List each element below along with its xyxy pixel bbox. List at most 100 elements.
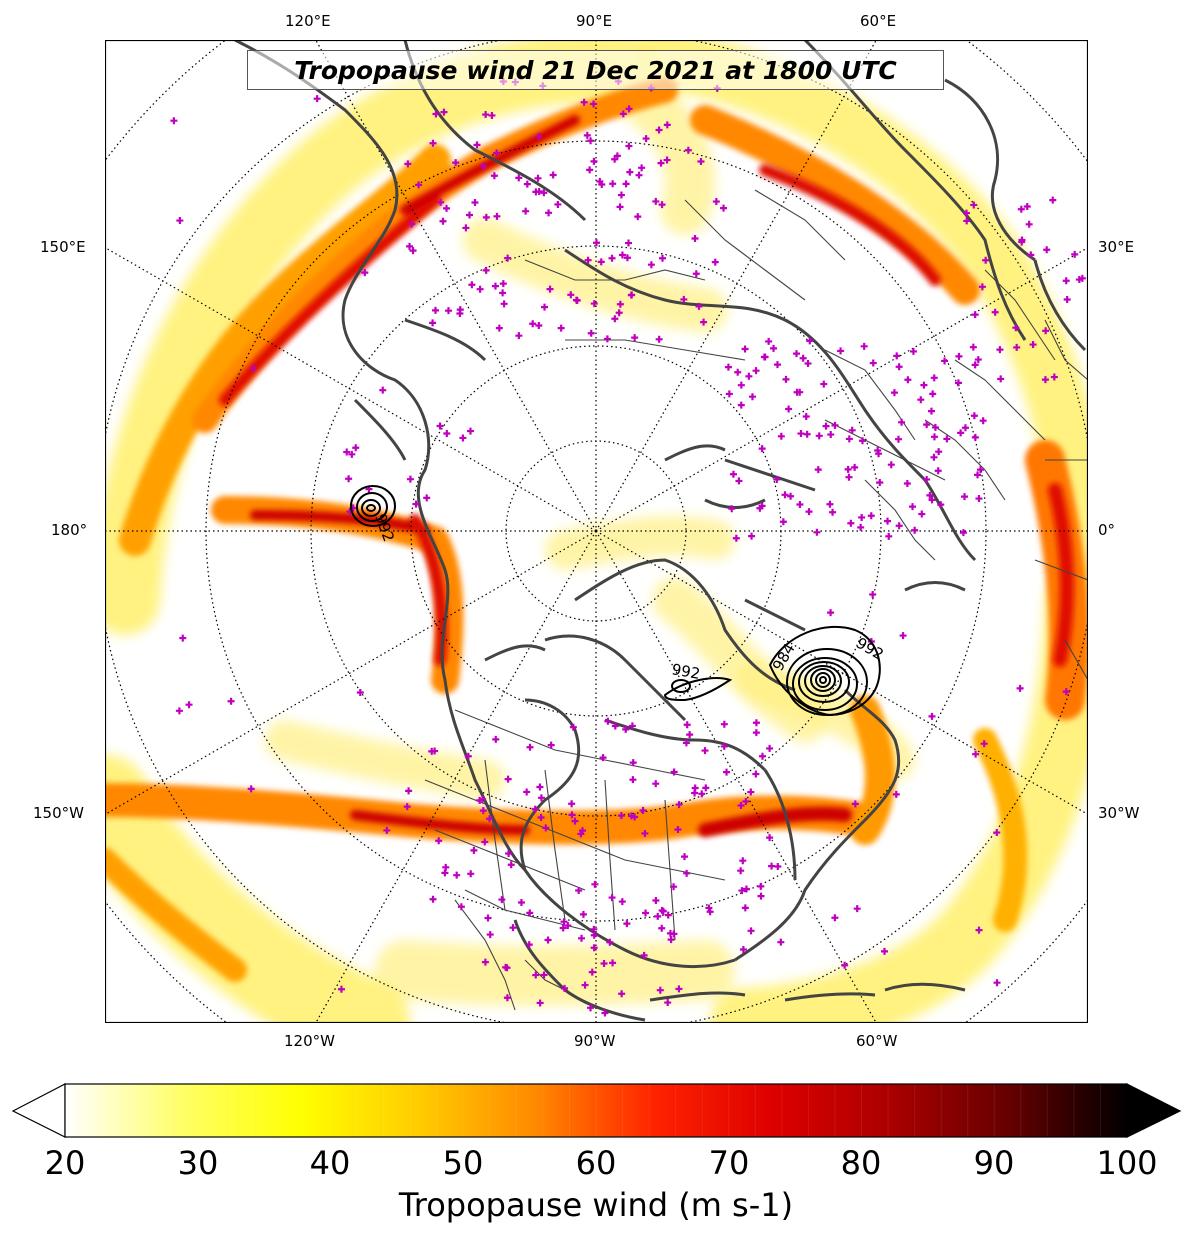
station-marker xyxy=(641,829,649,837)
station-marker xyxy=(615,309,623,317)
station-marker xyxy=(590,931,598,939)
station-marker xyxy=(766,744,774,752)
station-marker xyxy=(802,412,810,420)
lon-label-right: 0° xyxy=(1098,521,1116,539)
station-marker xyxy=(471,198,479,206)
station-marker xyxy=(599,754,607,762)
station-marker xyxy=(1062,277,1070,285)
station-marker xyxy=(961,493,969,501)
station-marker xyxy=(963,217,971,225)
station-marker xyxy=(409,247,417,255)
station-marker xyxy=(590,100,598,108)
lon-label-bottom: 90°W xyxy=(574,1032,616,1050)
station-marker xyxy=(406,475,414,483)
station-marker xyxy=(827,609,835,617)
station-marker xyxy=(899,632,907,640)
station-marker xyxy=(443,204,451,212)
station-marker xyxy=(601,1009,609,1017)
station-marker xyxy=(569,723,577,731)
station-marker xyxy=(663,156,671,164)
station-marker xyxy=(943,435,951,443)
station-marker xyxy=(567,291,575,299)
station-marker xyxy=(806,337,814,345)
station-marker xyxy=(934,467,942,475)
station-marker xyxy=(247,785,255,793)
station-marker xyxy=(504,254,512,262)
station-marker xyxy=(652,780,660,788)
station-marker xyxy=(935,448,943,456)
station-marker xyxy=(531,805,539,813)
mslp-contours xyxy=(350,485,881,717)
station-marker xyxy=(626,168,634,176)
station-marker xyxy=(773,361,781,369)
station-marker xyxy=(356,689,364,697)
station-marker xyxy=(481,838,489,846)
colorbar-tick: 60 xyxy=(575,1144,617,1182)
station-marker xyxy=(729,470,737,478)
station-marker xyxy=(686,731,694,739)
station-marker xyxy=(909,503,917,511)
station-marker xyxy=(742,885,750,893)
station-marker xyxy=(875,450,883,458)
station-marker xyxy=(536,999,544,1007)
station-marker xyxy=(591,880,599,888)
low-hudson xyxy=(663,677,733,702)
station-marker xyxy=(684,146,692,154)
colorbar-tick: 90 xyxy=(973,1144,1015,1182)
station-marker xyxy=(343,448,351,456)
station-marker xyxy=(826,500,834,508)
station-marker xyxy=(701,747,709,755)
station-marker xyxy=(431,747,439,755)
station-marker xyxy=(429,139,437,147)
station-marker xyxy=(642,909,650,917)
colorbar xyxy=(11,1083,1182,1138)
station-marker xyxy=(590,300,598,308)
station-marker xyxy=(537,794,545,802)
station-marker xyxy=(758,502,766,510)
colorbar-tick: 100 xyxy=(1096,1144,1158,1182)
map-border xyxy=(105,40,1088,1023)
station-marker xyxy=(982,256,990,264)
station-marker xyxy=(770,344,778,352)
station-marker xyxy=(663,121,671,129)
station-marker xyxy=(977,466,985,474)
station-marker xyxy=(972,750,980,758)
station-marker xyxy=(1049,196,1057,204)
station-marker xyxy=(482,266,490,274)
station-marker xyxy=(752,367,760,375)
station-marker xyxy=(423,494,431,502)
station-marker xyxy=(498,896,506,904)
station-marker xyxy=(640,951,648,959)
station-marker xyxy=(647,261,655,269)
colorbar-extend-max xyxy=(1126,1083,1182,1138)
station-marker xyxy=(858,513,866,521)
station-marker xyxy=(590,157,598,165)
station-marker xyxy=(928,496,936,504)
lon-label-bottom: 120°W xyxy=(284,1032,335,1050)
station-marker xyxy=(931,423,939,431)
station-marker xyxy=(887,461,895,469)
station-marker xyxy=(747,927,755,935)
station-marker xyxy=(827,431,835,439)
station-marker xyxy=(577,830,585,838)
station-marker xyxy=(1018,236,1026,244)
station-marker xyxy=(1063,295,1071,303)
station-marker xyxy=(179,634,187,642)
station-marker xyxy=(787,492,795,500)
station-marker xyxy=(379,386,387,394)
station-marker xyxy=(1012,324,1020,332)
station-marker xyxy=(793,350,801,358)
station-marker xyxy=(831,914,839,922)
colorbar-tick: 70 xyxy=(708,1144,750,1182)
station-marker xyxy=(725,390,733,398)
station-marker xyxy=(675,801,683,809)
station-marker xyxy=(892,790,900,798)
station-marker xyxy=(969,343,977,351)
station-marker xyxy=(1042,327,1050,335)
station-marker xyxy=(884,517,892,525)
station-marker xyxy=(752,729,760,737)
station-marker xyxy=(629,776,637,784)
station-marker xyxy=(655,335,663,343)
station-marker xyxy=(903,480,911,488)
colorbar-gradient xyxy=(65,1084,1127,1137)
